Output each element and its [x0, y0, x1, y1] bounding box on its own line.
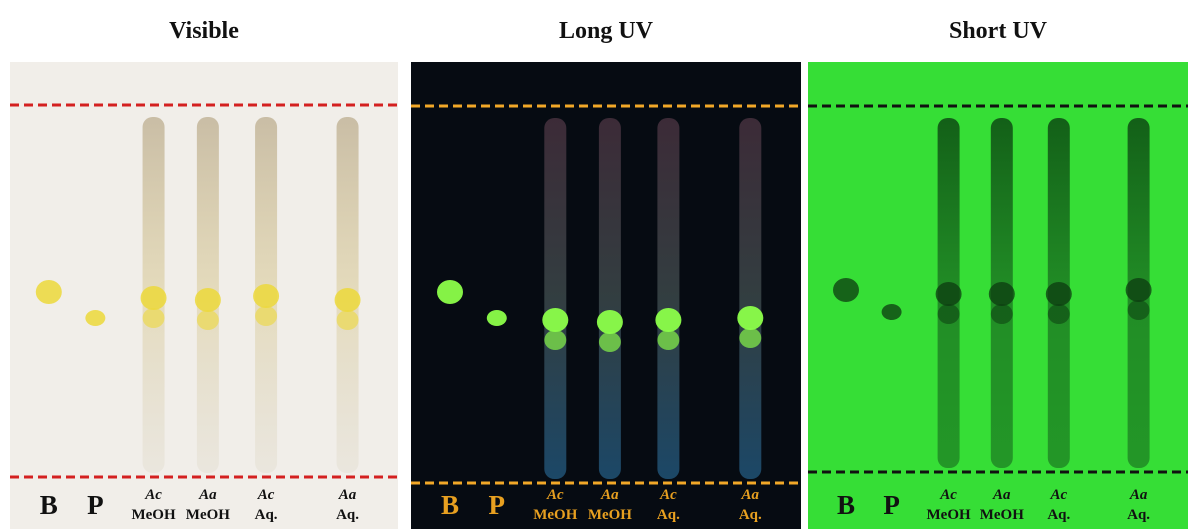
lane-solvent: MeOH [927, 507, 971, 523]
lane-streak [739, 118, 762, 479]
lane-species: Ac [659, 487, 677, 503]
lane-solvent: Aq. [336, 507, 359, 523]
spot [990, 304, 1013, 324]
spot [194, 288, 221, 312]
spot [486, 310, 507, 326]
lane-label: B [837, 490, 855, 520]
spot [988, 282, 1015, 306]
spot [655, 308, 682, 332]
spot [255, 306, 278, 326]
lane-species: Ac [257, 487, 275, 503]
spot [140, 286, 167, 310]
spot [1045, 282, 1072, 306]
spot [1047, 304, 1070, 324]
spot [935, 282, 962, 306]
panel-title: Short UV [949, 18, 1048, 44]
spot [937, 304, 960, 324]
lane-solvent: Aq. [739, 507, 762, 523]
spot [737, 306, 764, 330]
spot [35, 280, 62, 304]
spot [253, 284, 280, 308]
spot [833, 278, 859, 302]
lane-species: Aa [992, 487, 1011, 503]
spot [196, 310, 219, 330]
lane-label: B [441, 490, 459, 520]
spot [657, 330, 680, 350]
lane-solvent: MeOH [980, 507, 1024, 523]
spot [334, 288, 361, 312]
lane-species: Ac [939, 487, 957, 503]
lane-solvent: Aq. [657, 507, 680, 523]
spot [542, 308, 569, 332]
lane-species: Aa [198, 487, 217, 503]
lane-solvent: MeOH [588, 507, 632, 523]
spot [598, 332, 621, 352]
spot [1127, 300, 1150, 320]
lane-solvent: Aq. [1127, 507, 1150, 523]
lane-label: P [489, 490, 506, 520]
lane-streak [598, 118, 621, 479]
lane-solvent: Aq. [255, 507, 278, 523]
panel-title: Long UV [559, 18, 654, 44]
lane-label: P [87, 490, 104, 520]
lane-solvent: MeOH [131, 507, 175, 523]
spot [881, 304, 902, 320]
spot [85, 310, 106, 326]
lane-label: B [40, 490, 58, 520]
lane-streak [657, 118, 680, 479]
panel-title: Visible [169, 18, 239, 44]
spot [1125, 278, 1152, 302]
lane-solvent: Aq. [1047, 507, 1070, 523]
lane-species: Aa [1129, 487, 1148, 503]
spot [437, 280, 463, 304]
lane-species: Ac [1049, 487, 1067, 503]
spot [544, 330, 567, 350]
spot [336, 310, 359, 330]
spot [739, 328, 762, 348]
lane-solvent: MeOH [186, 507, 230, 523]
spot [142, 308, 165, 328]
lane-label: P [883, 490, 900, 520]
lane-species: Aa [338, 487, 357, 503]
lane-solvent: MeOH [533, 507, 577, 523]
lane-streak [544, 118, 567, 479]
spot [596, 310, 623, 334]
lane-species: Ac [144, 487, 162, 503]
lane-species: Aa [600, 487, 619, 503]
lane-species: Ac [546, 487, 564, 503]
lane-species: Aa [741, 487, 760, 503]
